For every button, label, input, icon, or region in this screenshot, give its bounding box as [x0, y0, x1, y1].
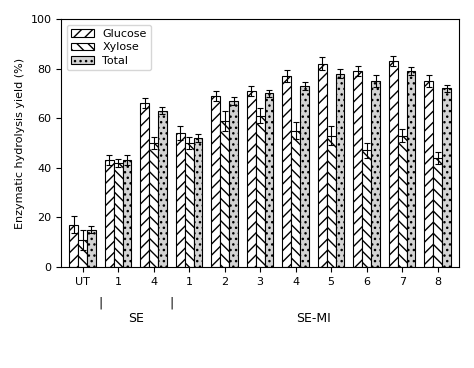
Bar — [114, 163, 123, 267]
Text: SE-MI: SE-MI — [296, 312, 331, 325]
Bar — [123, 160, 131, 267]
Bar — [353, 71, 362, 267]
Bar — [371, 81, 380, 267]
Bar — [442, 88, 451, 267]
Legend: Glucose, Xylose, Total: Glucose, Xylose, Total — [67, 25, 151, 70]
Y-axis label: Enzymatic hydrolysis yield (%): Enzymatic hydrolysis yield (%) — [15, 57, 25, 229]
Text: |: | — [98, 297, 102, 309]
Bar — [158, 111, 167, 267]
Bar — [398, 135, 407, 267]
Text: SE: SE — [128, 312, 144, 325]
Bar — [336, 74, 345, 267]
Bar — [87, 230, 96, 267]
Bar — [318, 64, 327, 267]
Bar — [424, 81, 433, 267]
Bar — [283, 76, 291, 267]
Bar — [78, 240, 87, 267]
Bar — [229, 101, 238, 267]
Bar — [140, 103, 149, 267]
Bar — [407, 71, 416, 267]
Bar — [193, 138, 202, 267]
Bar — [291, 131, 300, 267]
Bar — [389, 61, 398, 267]
Bar — [105, 160, 114, 267]
Bar — [362, 151, 371, 267]
Bar — [247, 91, 255, 267]
Bar — [327, 135, 336, 267]
Bar — [220, 121, 229, 267]
Bar — [264, 93, 273, 267]
Bar — [176, 133, 185, 267]
Bar — [149, 143, 158, 267]
Text: |: | — [169, 297, 173, 309]
Bar — [433, 158, 442, 267]
Bar — [211, 96, 220, 267]
Bar — [255, 116, 264, 267]
Bar — [185, 143, 193, 267]
Bar — [300, 86, 309, 267]
Bar — [69, 225, 78, 267]
